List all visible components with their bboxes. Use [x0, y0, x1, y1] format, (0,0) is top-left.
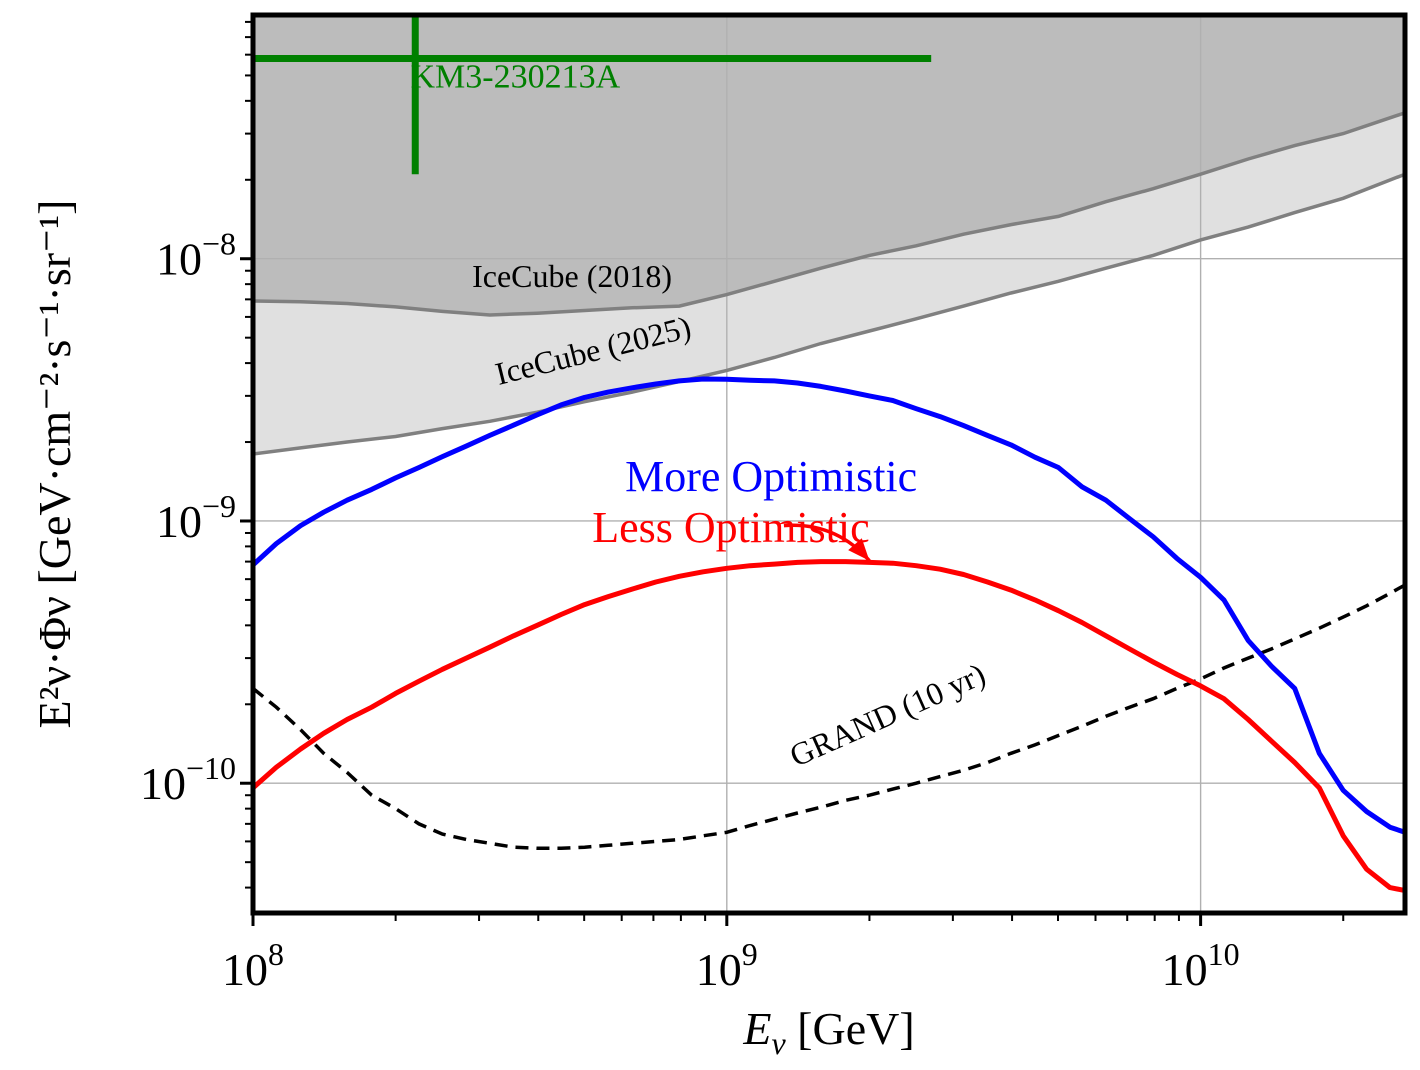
- flux-curves: [253, 376, 1405, 893]
- more-optimistic-curve: [253, 376, 1405, 835]
- icecube-2018-region: [253, 15, 1405, 315]
- annotation-label: More Optimistic: [625, 452, 917, 501]
- icecube-limit-lines: [253, 111, 1405, 456]
- y-tick-label: 10−8: [156, 226, 236, 285]
- plot-frame: [250, 12, 1408, 916]
- y-axis-title: E²ν·Φν [GeV·cm⁻²·s⁻¹·sr⁻¹]: [29, 200, 80, 729]
- x-axis-title: Eν [GeV]: [742, 1003, 914, 1061]
- x-tick-label: 1010: [1162, 936, 1240, 995]
- less-optimistic-curve: [253, 559, 1405, 893]
- y-tick-label: 10−10: [140, 750, 236, 809]
- annotation-arrows: [783, 523, 871, 562]
- icecube-2018-line: [253, 111, 1405, 317]
- axis-ticks: [240, 20, 1345, 926]
- annotation-label: KM3-230213A: [411, 58, 621, 95]
- km3-errorbar: [253, 15, 932, 175]
- y-tick-label: 10−9: [156, 488, 236, 547]
- x-tick-label: 108: [222, 936, 284, 995]
- grid-lines: [253, 15, 1405, 913]
- icecube-2025-line: [253, 172, 1405, 456]
- arrow-head: [848, 538, 870, 561]
- annotation-label: IceCube (2018): [472, 258, 672, 294]
- x-tick-label: 109: [696, 936, 758, 995]
- icecube-limit-regions: [253, 15, 1405, 454]
- annotation-label: Less Optimistic: [592, 503, 869, 552]
- grand-10yr-curve: [253, 583, 1405, 851]
- tick-labels: 108 109 1010 10−10 10−9 10−8: [140, 226, 1240, 995]
